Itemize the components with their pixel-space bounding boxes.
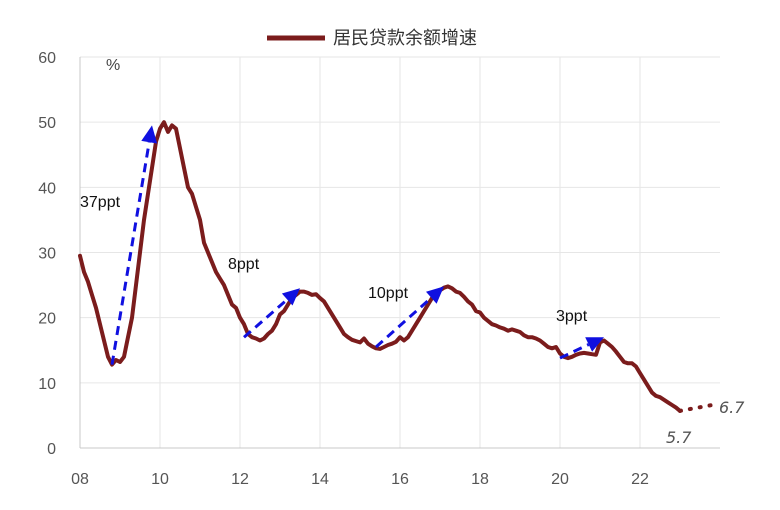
annotation-arrow	[110, 141, 151, 365]
y-tick-label: 30	[38, 246, 56, 263]
x-tick-label: 20	[551, 471, 569, 488]
projection-line	[678, 402, 718, 413]
annotation-label: 37ppt	[80, 194, 121, 211]
x-tick-label: 10	[151, 471, 169, 488]
x-tick-label: 18	[471, 471, 489, 488]
x-tick-label: 08	[71, 471, 89, 488]
series-layer	[78, 120, 718, 413]
y-axis: 0 10 20 30 40 50 60	[38, 50, 81, 458]
annotation-arrowhead	[585, 337, 604, 352]
annotation-label: 3ppt	[556, 308, 588, 325]
projection-end-label: 6.7	[719, 398, 745, 417]
annotation-arrowhead	[281, 288, 300, 306]
annotation-arrow	[375, 296, 433, 349]
projection-start-label: 5.7	[666, 428, 692, 447]
grid	[80, 56, 720, 448]
annotation-arrowhead	[141, 125, 158, 144]
x-tick-label: 14	[311, 471, 329, 488]
legend: 居民贷款余额增速	[267, 28, 477, 49]
annotation-arrowhead	[426, 286, 444, 304]
unit-label: %	[106, 57, 120, 74]
legend-label: 居民贷款余额增速	[333, 28, 477, 49]
y-tick-label: 20	[38, 311, 56, 328]
y-tick-label: 0	[47, 441, 56, 458]
annotation-arrow	[559, 343, 590, 360]
y-tick-label: 50	[38, 115, 56, 132]
x-tick-label: 12	[231, 471, 249, 488]
annotation-label: 8ppt	[228, 256, 260, 273]
x-axis: 08 10 12 14 16 18 20 22	[71, 447, 720, 488]
y-tick-label: 10	[38, 376, 56, 393]
series-line	[78, 120, 682, 413]
x-tick-label: 16	[391, 471, 409, 488]
annotation-arrow	[243, 298, 289, 339]
y-tick-label: 60	[38, 50, 56, 67]
annotation-label: 10ppt	[368, 285, 409, 302]
y-tick-label: 40	[38, 180, 56, 197]
annotation-layer: 37ppt 8ppt 10ppt 3ppt	[80, 125, 604, 365]
x-tick-label: 22	[631, 471, 649, 488]
